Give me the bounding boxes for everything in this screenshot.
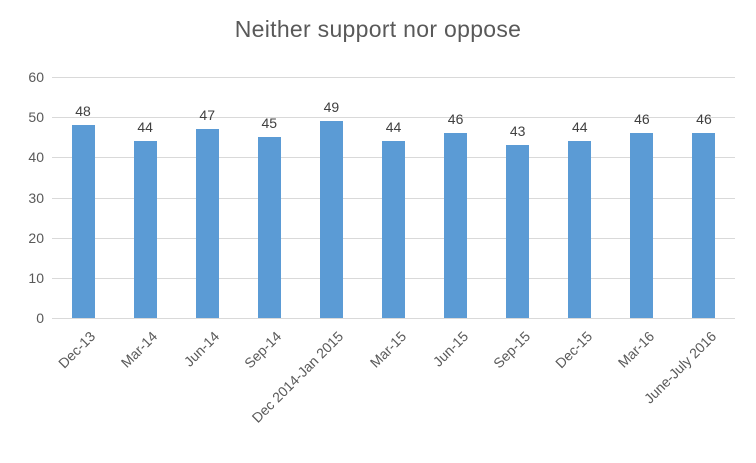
y-axis-label: 50 <box>28 109 44 126</box>
bar <box>257 137 281 318</box>
bar-value-label: 43 <box>509 123 526 140</box>
bar-value-label: 49 <box>323 99 340 116</box>
bar <box>319 121 343 318</box>
bar <box>382 141 405 318</box>
bar <box>568 141 592 318</box>
x-axis-label: Sep-14 <box>241 328 285 372</box>
bar <box>71 125 95 318</box>
bar-value-label: 45 <box>261 115 278 132</box>
x-axis-label: Dec 2014-Jan 2015 <box>248 328 347 426</box>
bar <box>133 141 157 318</box>
bar-value-label: 46 <box>634 111 650 128</box>
x-axis-label: Sep-15 <box>489 328 533 372</box>
bar-value-label: 47 <box>199 107 215 124</box>
x-axis-label: June-July 2016 <box>640 328 720 407</box>
bar <box>195 129 219 318</box>
gridline <box>52 117 735 119</box>
bar <box>506 145 530 318</box>
y-axis-label: 10 <box>28 269 44 286</box>
x-axis-label: Jun-14 <box>180 328 223 370</box>
y-axis-label: 20 <box>28 229 44 246</box>
bar-value-label: 46 <box>696 111 712 128</box>
bar-value-label: 44 <box>137 119 153 136</box>
gridline <box>52 77 735 78</box>
y-axis-label: 30 <box>28 189 44 206</box>
bar-value-label: 44 <box>385 119 402 136</box>
x-axis-label: Dec-15 <box>551 328 596 372</box>
plot-area <box>52 77 735 319</box>
bar <box>444 133 468 318</box>
x-axis-label: Mar-14 <box>117 328 161 371</box>
bar <box>692 133 716 318</box>
y-axis-label: 40 <box>28 149 44 166</box>
bar-value-label: 48 <box>75 103 91 120</box>
bar-value-label: 44 <box>571 119 588 136</box>
x-axis-label: Jun-15 <box>429 328 471 370</box>
gridline <box>52 318 735 319</box>
chart-title: Neither support nor oppose <box>234 16 522 42</box>
bar-value-label: 46 <box>447 111 464 128</box>
bar <box>630 133 654 318</box>
x-axis-label: Mar-15 <box>366 328 409 371</box>
x-axis-label: Mar-16 <box>614 328 658 371</box>
y-axis-label: 0 <box>36 310 44 326</box>
y-axis-label: 60 <box>28 69 44 85</box>
